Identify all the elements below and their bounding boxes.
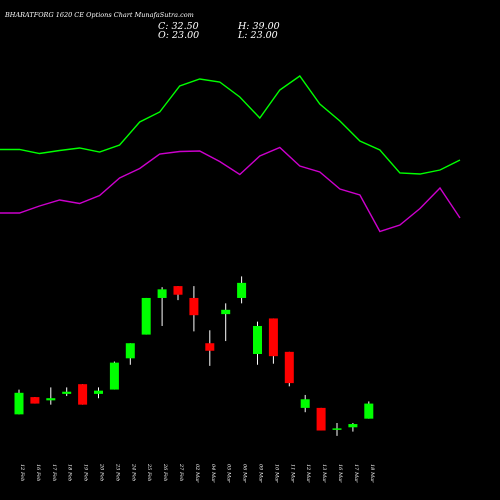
x-tick-label: 13 Mar bbox=[321, 464, 327, 483]
x-tick-label: 18 Mar bbox=[369, 464, 375, 483]
x-tick-label: 16 Feb bbox=[35, 464, 41, 481]
open-price-label: O: 23.00 bbox=[158, 30, 199, 41]
x-tick-label: 27 Feb bbox=[178, 463, 184, 481]
x-tick-label: 06 Mar bbox=[242, 464, 248, 483]
candle bbox=[284, 351, 294, 387]
candle bbox=[348, 422, 358, 432]
candle bbox=[141, 297, 151, 335]
chart-title: BHARATFORG 1620 CE Options Chart MunafaS… bbox=[4, 11, 194, 19]
candle bbox=[332, 422, 342, 436]
candle-body-up bbox=[237, 282, 247, 298]
candle bbox=[94, 387, 103, 399]
x-tick-label: 19 Feb bbox=[83, 464, 89, 481]
candle bbox=[157, 287, 167, 326]
candle bbox=[109, 361, 119, 390]
candle bbox=[125, 343, 135, 365]
candle bbox=[78, 384, 88, 405]
candle-body-up bbox=[14, 392, 24, 415]
candle-body-down bbox=[189, 297, 199, 316]
x-tick-label: 17 Feb bbox=[51, 464, 57, 481]
candle bbox=[46, 387, 56, 405]
candle-body-down bbox=[173, 286, 183, 295]
x-tick-label: 24 Feb bbox=[130, 463, 136, 481]
candle-body-up bbox=[141, 297, 151, 335]
candle-body-down bbox=[316, 407, 326, 431]
x-tick-label: 16 Mar bbox=[337, 464, 343, 483]
candle bbox=[253, 321, 262, 365]
x-axis: 12 Feb 16 Feb 17 Feb 18 Feb 19 Feb 20 Feb 23 F… bbox=[19, 463, 375, 483]
candle-body-up bbox=[62, 391, 72, 394]
x-tick-label: 10 Mar bbox=[273, 464, 279, 483]
candle bbox=[30, 397, 40, 404]
x-tick-label: 20 Feb bbox=[99, 463, 105, 481]
candle-body-up bbox=[348, 424, 358, 428]
x-tick-label: 05 Mar bbox=[226, 464, 232, 483]
x-tick-label: 12 Feb bbox=[19, 464, 25, 481]
candle bbox=[364, 401, 374, 419]
candle bbox=[173, 286, 183, 301]
candle bbox=[205, 330, 215, 366]
ema-short-line bbox=[0, 75, 461, 175]
candle bbox=[316, 407, 326, 431]
x-tick-label: 09 Mar bbox=[258, 464, 264, 483]
candle-body-up bbox=[300, 399, 310, 408]
candlestick-panel bbox=[14, 276, 374, 436]
candle-body-up bbox=[157, 289, 167, 298]
x-tick-label: 23 Feb bbox=[114, 463, 120, 481]
candle-body-down bbox=[268, 318, 278, 357]
candle bbox=[237, 276, 247, 304]
candle-body-up bbox=[221, 309, 231, 315]
x-tick-label: 12 Mar bbox=[305, 464, 311, 483]
candle bbox=[62, 387, 72, 397]
candle bbox=[268, 318, 278, 364]
x-tick-label: 04 Mar bbox=[210, 464, 216, 483]
candle-body-down bbox=[284, 351, 294, 384]
x-tick-label: 02 Mar bbox=[194, 464, 200, 483]
ema-long-line bbox=[0, 146, 461, 233]
x-tick-label: 26 Feb bbox=[162, 463, 168, 481]
close-price-label: C: 32.50 bbox=[158, 21, 199, 32]
candle-body-down bbox=[205, 343, 215, 351]
candle bbox=[300, 394, 310, 413]
candle-body-up bbox=[46, 398, 56, 401]
candle bbox=[221, 303, 231, 342]
candle-body-up bbox=[332, 428, 342, 430]
x-tick-label: 17 Mar bbox=[353, 464, 359, 483]
candle bbox=[189, 286, 199, 332]
candle bbox=[14, 389, 24, 415]
candle-body-up bbox=[94, 390, 103, 394]
x-tick-label: 11 Mar bbox=[289, 464, 295, 483]
x-tick-label: 25 Feb bbox=[146, 463, 152, 481]
indicator-panel bbox=[0, 75, 461, 233]
high-price-label: H: 39.00 bbox=[237, 21, 280, 32]
candle-body-down bbox=[30, 397, 40, 404]
x-tick-label: 18 Feb bbox=[67, 464, 73, 481]
candle-body-up bbox=[125, 343, 135, 359]
low-price-label: L: 23.00 bbox=[237, 30, 278, 41]
candle-body-down bbox=[78, 384, 88, 405]
candle-body-up bbox=[364, 403, 374, 419]
candle-body-up bbox=[109, 362, 119, 390]
candle-body-up bbox=[253, 325, 262, 354]
